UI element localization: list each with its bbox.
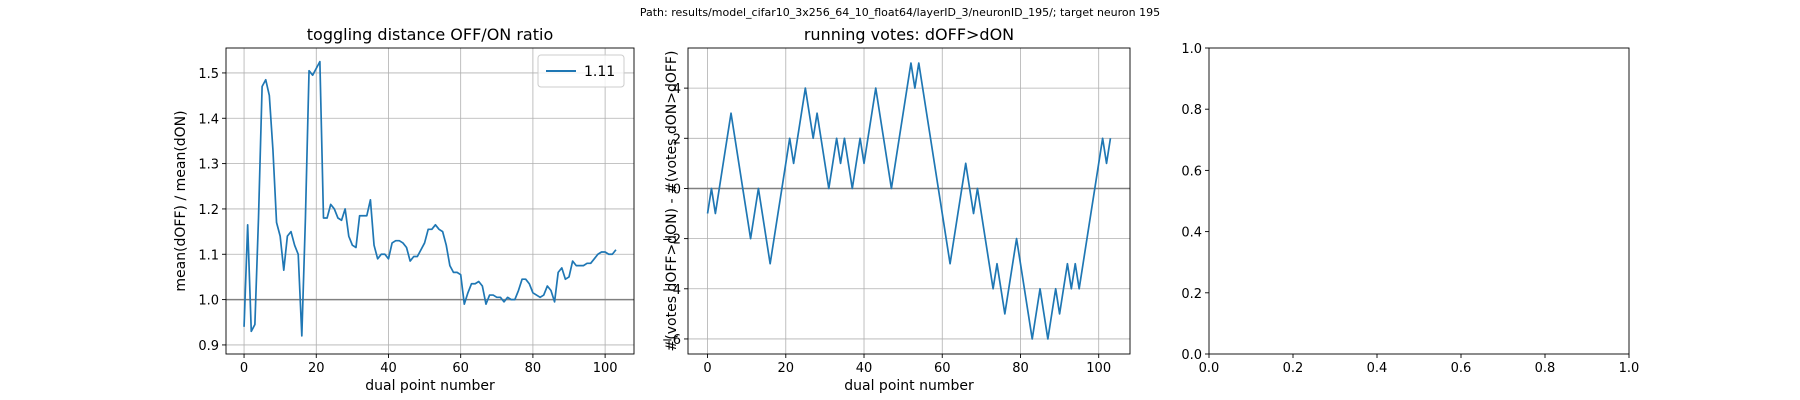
legend: 1.11 bbox=[537, 54, 625, 88]
empty-chart: 0.0 0.2 0.4 0.6 0.8 1.0 0.0 0.2 0.4 0.6 0.8 1.0 bbox=[1181, 42, 1639, 376]
x-tick-label: 40 bbox=[380, 361, 397, 376]
x-tick-label: 80 bbox=[525, 361, 542, 376]
y-tick-label: −4 bbox=[662, 283, 681, 298]
y-tick-label: 1.3 bbox=[198, 158, 219, 173]
series-line-0 bbox=[706, 62, 1112, 340]
y-tick-label: 0.6 bbox=[1181, 164, 1202, 179]
y-tick-label: −2 bbox=[662, 233, 681, 248]
y-axis-label: mean(dOFF) / mean(dON) bbox=[173, 110, 189, 291]
y-tick-label: 0.0 bbox=[1181, 348, 1202, 363]
y-tick-label: 0.4 bbox=[1181, 226, 1202, 241]
y-tick-label: 1.2 bbox=[198, 203, 219, 218]
axes-frame bbox=[225, 47, 635, 355]
votes-chart: 0 20 40 60 80 100 −6 −4 −2 0 2 4 running votes: dOFF… bbox=[662, 25, 1131, 394]
x-tick-label: 100 bbox=[593, 361, 618, 376]
y-tick-label: 0.2 bbox=[1181, 287, 1202, 302]
axes-frame bbox=[1208, 47, 1630, 355]
y-axis-label: #(votes dOFF>dON) - #(votes dON>dOFF) bbox=[664, 51, 680, 352]
chart-title: running votes: dOFF>dON bbox=[804, 25, 1014, 44]
x-tick-label: 80 bbox=[1012, 361, 1029, 376]
chart-title: toggling distance OFF/ON ratio bbox=[307, 25, 553, 44]
y-tick-label: 1.5 bbox=[198, 67, 219, 82]
x-tick-label: 0.4 bbox=[1367, 361, 1388, 376]
x-tick-label: 20 bbox=[308, 361, 325, 376]
y-tick-label: 2 bbox=[673, 132, 681, 147]
y-tick-label: −6 bbox=[662, 333, 681, 348]
y-tick-label: 1.4 bbox=[198, 112, 219, 127]
x-axis-label: dual point number bbox=[365, 378, 495, 394]
figure-suptitle: Path: results/model_cifar10_3x256_64_10_… bbox=[639, 6, 1161, 19]
y-tick-label: 4 bbox=[673, 82, 681, 97]
x-axis-label: dual point number bbox=[844, 378, 974, 394]
x-tick-label: 0 bbox=[703, 361, 711, 376]
y-tick-label: 1.0 bbox=[1181, 42, 1202, 57]
y-tick-label: 0.8 bbox=[1181, 103, 1202, 118]
y-tick-label: 1.1 bbox=[198, 248, 219, 263]
x-tick-label: 40 bbox=[856, 361, 873, 376]
y-tick-label: 0 bbox=[673, 182, 681, 197]
legend-label: 1.11 bbox=[584, 64, 615, 80]
x-tick-label: 0.6 bbox=[1451, 361, 1472, 376]
x-tick-label: 1.0 bbox=[1619, 361, 1640, 376]
axes-frame bbox=[687, 47, 1131, 355]
ratio-chart: 0 20 40 60 80 100 0.9 1.0 1.1 1.2 1.3 1.4 1.5 togglin… bbox=[173, 25, 635, 394]
series-line-0 bbox=[243, 60, 617, 337]
x-tick-label: 0.0 bbox=[1199, 361, 1220, 376]
x-tick-label: 60 bbox=[452, 361, 469, 376]
x-tick-label: 60 bbox=[934, 361, 951, 376]
x-tick-label: 0.2 bbox=[1283, 361, 1304, 376]
y-tick-label: 1.0 bbox=[198, 294, 219, 309]
legend-box bbox=[537, 54, 625, 88]
x-tick-label: 0 bbox=[240, 361, 248, 376]
x-tick-label: 20 bbox=[778, 361, 795, 376]
x-tick-label: 0.8 bbox=[1535, 361, 1556, 376]
y-tick-label: 0.9 bbox=[198, 339, 219, 354]
x-tick-label: 100 bbox=[1086, 361, 1111, 376]
